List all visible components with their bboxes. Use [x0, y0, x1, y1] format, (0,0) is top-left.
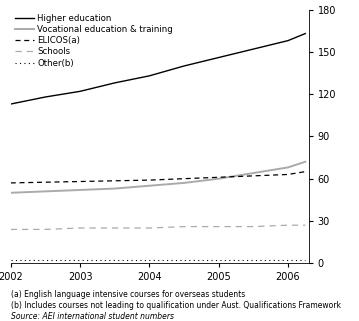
Text: Source: AEI international student numbers: Source: AEI international student number… [11, 312, 174, 321]
Legend: Higher education, Vocational education & training, ELICOS(a), Schools, Other(b): Higher education, Vocational education &… [15, 14, 173, 67]
Text: (b) Includes courses not leading to qualification under Aust. Qualifications Fra: (b) Includes courses not leading to qual… [11, 301, 341, 310]
Text: '000: '000 [337, 0, 358, 1]
Text: (a) English language intensive courses for overseas students: (a) English language intensive courses f… [11, 290, 245, 299]
